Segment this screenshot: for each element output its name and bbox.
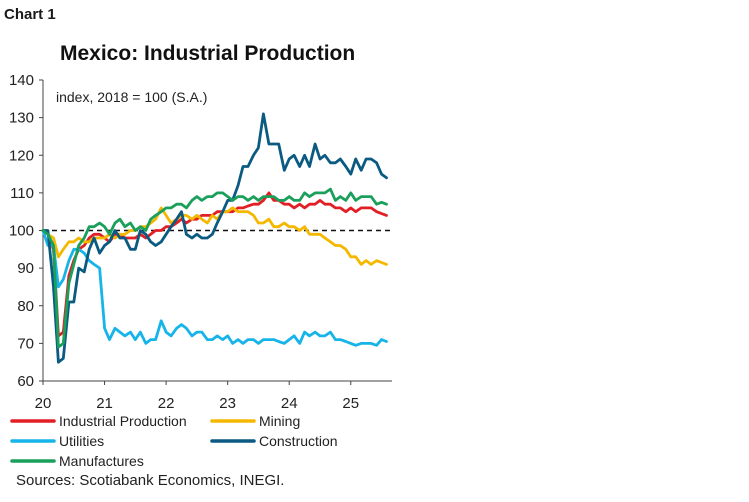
series-line-mining xyxy=(41,206,388,266)
legend: Industrial Production Mining Utilities Cons… xyxy=(10,413,338,469)
legend-label-utilities: Utilities xyxy=(59,433,104,449)
chart-label: Chart 1 xyxy=(4,6,56,23)
x-tick-label: 24 xyxy=(281,395,298,412)
y-tick-label: 130 xyxy=(9,110,34,127)
y-axis-note: index, 2018 = 100 (S.A.) xyxy=(56,89,207,105)
x-tick-label: 21 xyxy=(96,395,113,412)
y-tick-label: 80 xyxy=(17,298,34,315)
axes: 60 70 80 90 100 110 120 130 140 20 21 22 23 24 25 xyxy=(9,72,392,412)
legend-label-construction: Construction xyxy=(259,433,338,449)
sources-note: Sources: Scotiabank Economics, INEGI. xyxy=(16,472,285,489)
series-line-utilities xyxy=(41,229,388,347)
x-tick-label: 22 xyxy=(158,395,175,412)
legend-label-mining: Mining xyxy=(259,413,300,429)
series-line-manufactures xyxy=(41,187,388,349)
y-tick-label: 140 xyxy=(9,72,34,89)
y-tick-label: 60 xyxy=(17,373,34,390)
chart-title: Mexico: Industrial Production xyxy=(60,42,356,65)
x-tick-label: 20 xyxy=(35,395,52,412)
legend-label-industrial-production: Industrial Production xyxy=(59,413,187,429)
y-tick-label: 70 xyxy=(17,335,34,352)
y-tick-label: 110 xyxy=(10,185,34,202)
y-tick-label: 90 xyxy=(17,260,34,277)
series-line-construction xyxy=(41,112,388,364)
legend-label-manufactures: Manufactures xyxy=(59,453,144,469)
y-tick-label: 120 xyxy=(9,147,34,164)
x-tick-label: 25 xyxy=(342,395,359,412)
y-tick-label: 100 xyxy=(9,223,34,240)
x-tick-label: 23 xyxy=(219,395,236,412)
series-group xyxy=(41,112,388,364)
series-line-industrial-production xyxy=(41,191,388,338)
